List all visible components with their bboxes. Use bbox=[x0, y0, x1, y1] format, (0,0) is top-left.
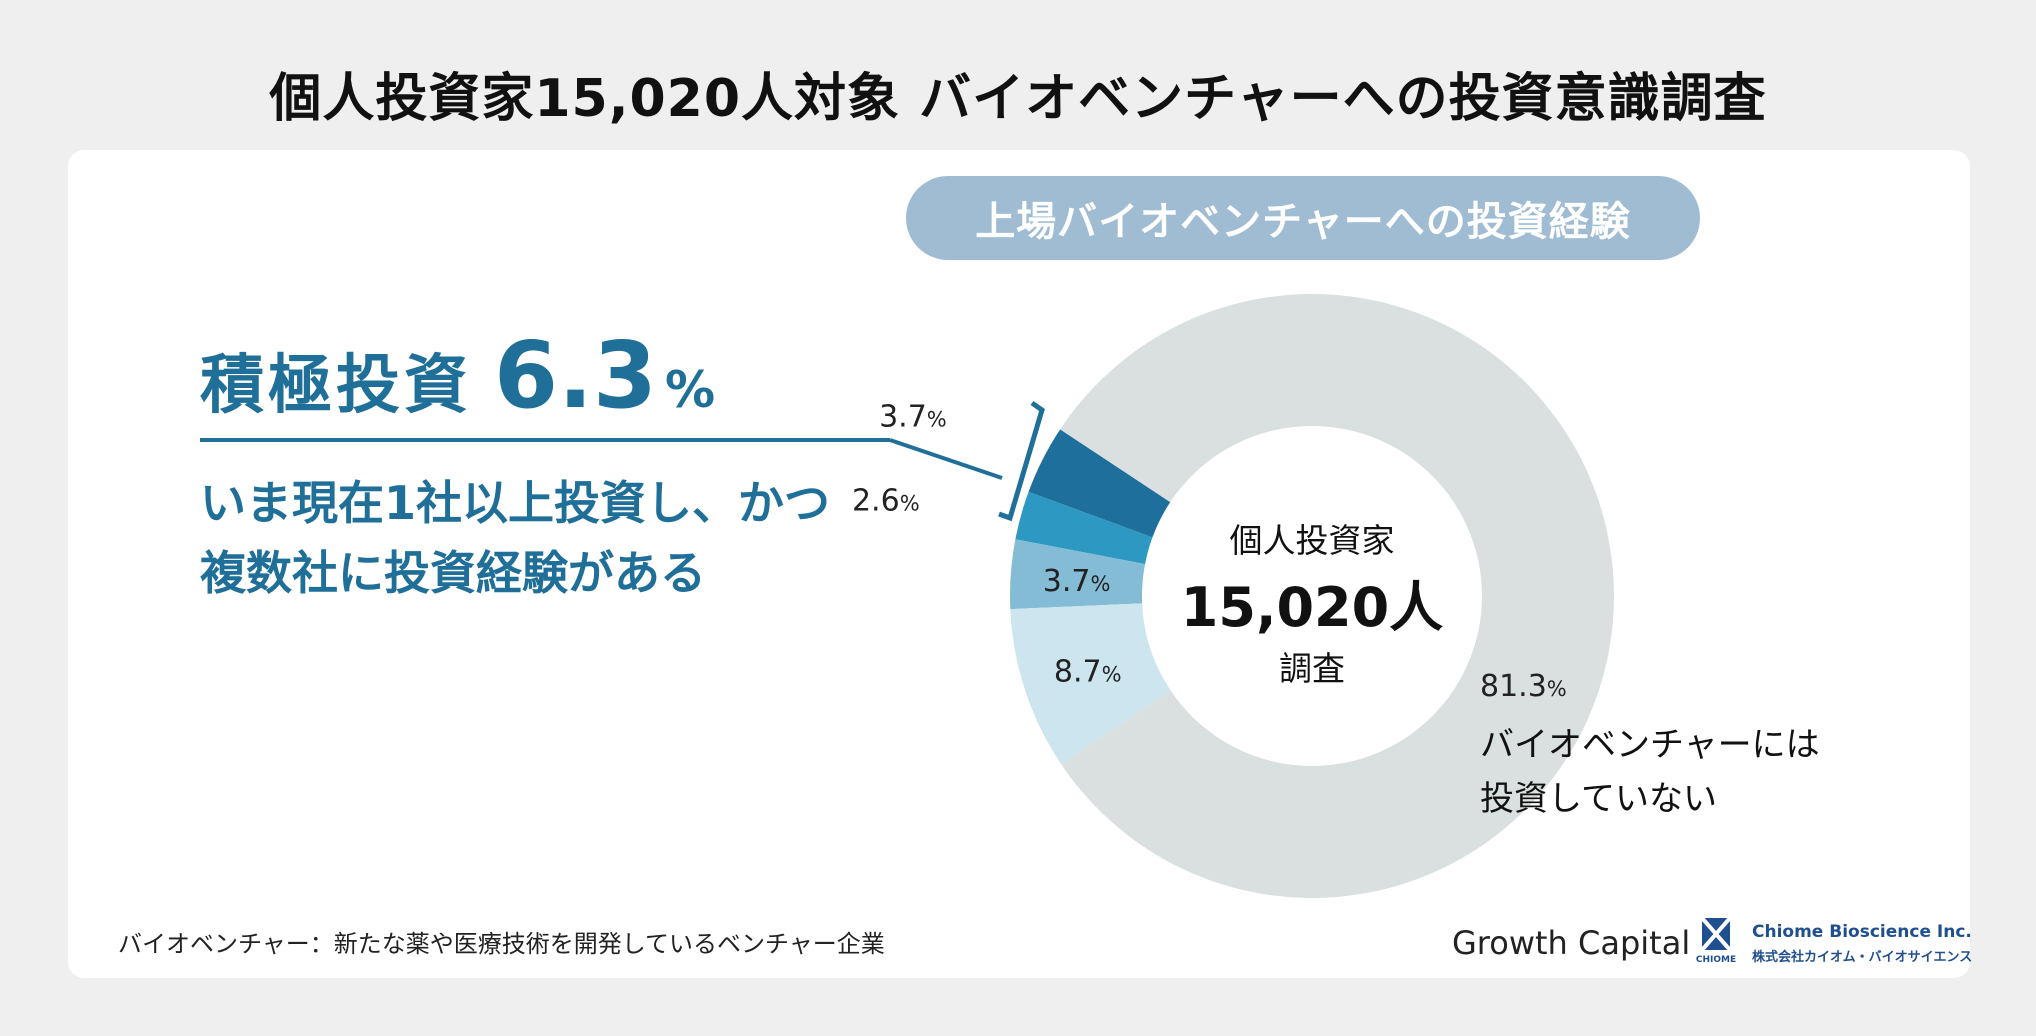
slice-value-number: 3.7 bbox=[879, 399, 927, 434]
donut-slice bbox=[1028, 429, 1171, 538]
page-title: 個人投資家15,020人対象 バイオベンチャーへの投資意識調査 bbox=[269, 69, 1767, 129]
slice-value-unit: % bbox=[1102, 663, 1122, 687]
growth-capital-logo: Growth Capital bbox=[1452, 924, 1691, 962]
center-text-line1: 個人投資家 bbox=[1230, 521, 1395, 560]
highlight-description-line: いま現在1社以上投資し、かつ bbox=[200, 476, 831, 530]
donut-slice bbox=[1010, 539, 1146, 610]
donut-slice bbox=[1010, 603, 1171, 765]
slice-value-label: 2.6% bbox=[852, 483, 920, 518]
highlight-leader-diagonal bbox=[889, 438, 1003, 480]
chart-subtitle-pill: 上場バイオベンチャーへの投資経験 bbox=[906, 176, 1700, 260]
slice-value-unit: % bbox=[1547, 677, 1567, 701]
slice-value-number: 8.7 bbox=[1054, 655, 1102, 690]
center-text-count: 15,020人 bbox=[1181, 576, 1443, 639]
chiome-mark-text: CHIOME bbox=[1696, 955, 1736, 965]
highlight-label: 積極投資 bbox=[200, 349, 472, 423]
donut-slice bbox=[1060, 294, 1614, 899]
highlight-heading: 積極投資 6.3 % bbox=[200, 322, 715, 429]
slice-value-label: 8.7% bbox=[1054, 655, 1122, 690]
highlight-bracket bbox=[998, 400, 1045, 522]
highlight-description-line: 複数社に投資経験がある bbox=[200, 546, 706, 600]
slice-value-number: 3.7 bbox=[1043, 564, 1091, 599]
slice-value-number: 81.3 bbox=[1480, 669, 1547, 704]
highlight-value: 6.3 bbox=[494, 322, 657, 429]
donut-slice bbox=[1015, 491, 1153, 565]
slice-value-unit: % bbox=[927, 407, 947, 431]
chart-subtitle: 上場バイオベンチャーへの投資経験 bbox=[975, 199, 1631, 245]
highlight-description: いま現在1社以上投資し、かつ 複数社に投資経験がある bbox=[200, 468, 920, 608]
slice-description-line: バイオベンチャーには bbox=[1480, 725, 1820, 765]
chiome-logo-subtitle: 株式会社カイオム・バイオサイエンス bbox=[1752, 950, 1973, 965]
center-text-line3: 調査 bbox=[1279, 649, 1345, 688]
chiome-logo-mark: CHIOME bbox=[1696, 916, 1736, 965]
slice-description-line: 投資していない bbox=[1480, 779, 1717, 819]
footnote: バイオベンチャー：新たな薬や医療技術を開発しているベンチャー企業 bbox=[118, 930, 885, 958]
slice-value-unit: % bbox=[900, 491, 920, 515]
slice-value-label: 3.7% bbox=[1043, 564, 1111, 599]
slice-value-label: 81.3% bbox=[1480, 669, 1567, 704]
highlight-unit: % bbox=[664, 361, 716, 419]
chiome-logo-name: Chiome Bioscience Inc. bbox=[1752, 922, 1972, 942]
slice-value-label: 3.7% bbox=[879, 399, 947, 434]
slice-value-number: 2.6 bbox=[852, 483, 900, 518]
slice-value-unit: % bbox=[1090, 572, 1110, 596]
donut-slices bbox=[1010, 294, 1614, 899]
